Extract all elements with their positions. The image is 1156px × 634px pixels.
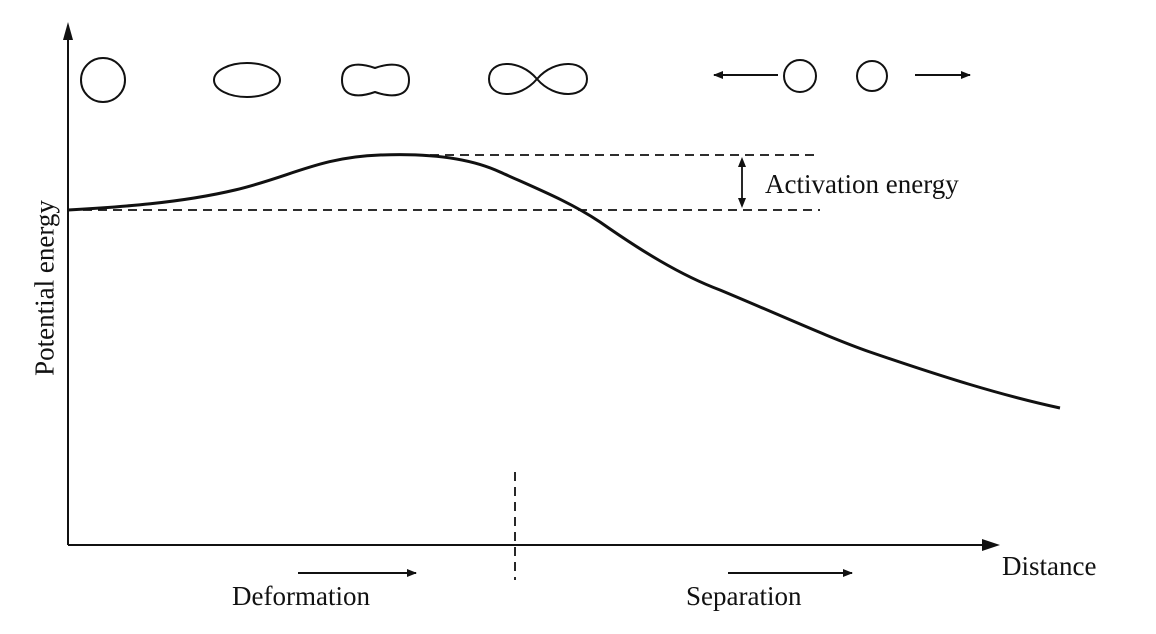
separation-label: Separation <box>686 583 801 610</box>
deformation-label: Deformation <box>232 583 370 610</box>
left-fragment <box>784 60 816 92</box>
axes <box>63 22 1000 551</box>
y-axis-label: Potential energy <box>32 200 59 376</box>
sphere-shape <box>81 58 125 102</box>
y-axis-arrow-icon <box>63 22 73 40</box>
separating-fragments <box>714 60 970 92</box>
activation-energy-label: Activation energy <box>765 171 959 198</box>
arrow-up-icon <box>738 157 746 167</box>
reference-lines <box>68 155 820 580</box>
right-fragment <box>857 61 887 91</box>
dumbbell-shape <box>489 64 587 94</box>
necked-shape <box>342 65 409 96</box>
ellipsoid-shape <box>214 63 280 97</box>
nucleus-shapes <box>81 58 970 102</box>
x-axis-label: Distance <box>1002 553 1096 580</box>
activation-energy-arrow <box>738 157 746 208</box>
arrow-down-icon <box>738 198 746 208</box>
x-axis-arrow-icon <box>982 539 1000 551</box>
